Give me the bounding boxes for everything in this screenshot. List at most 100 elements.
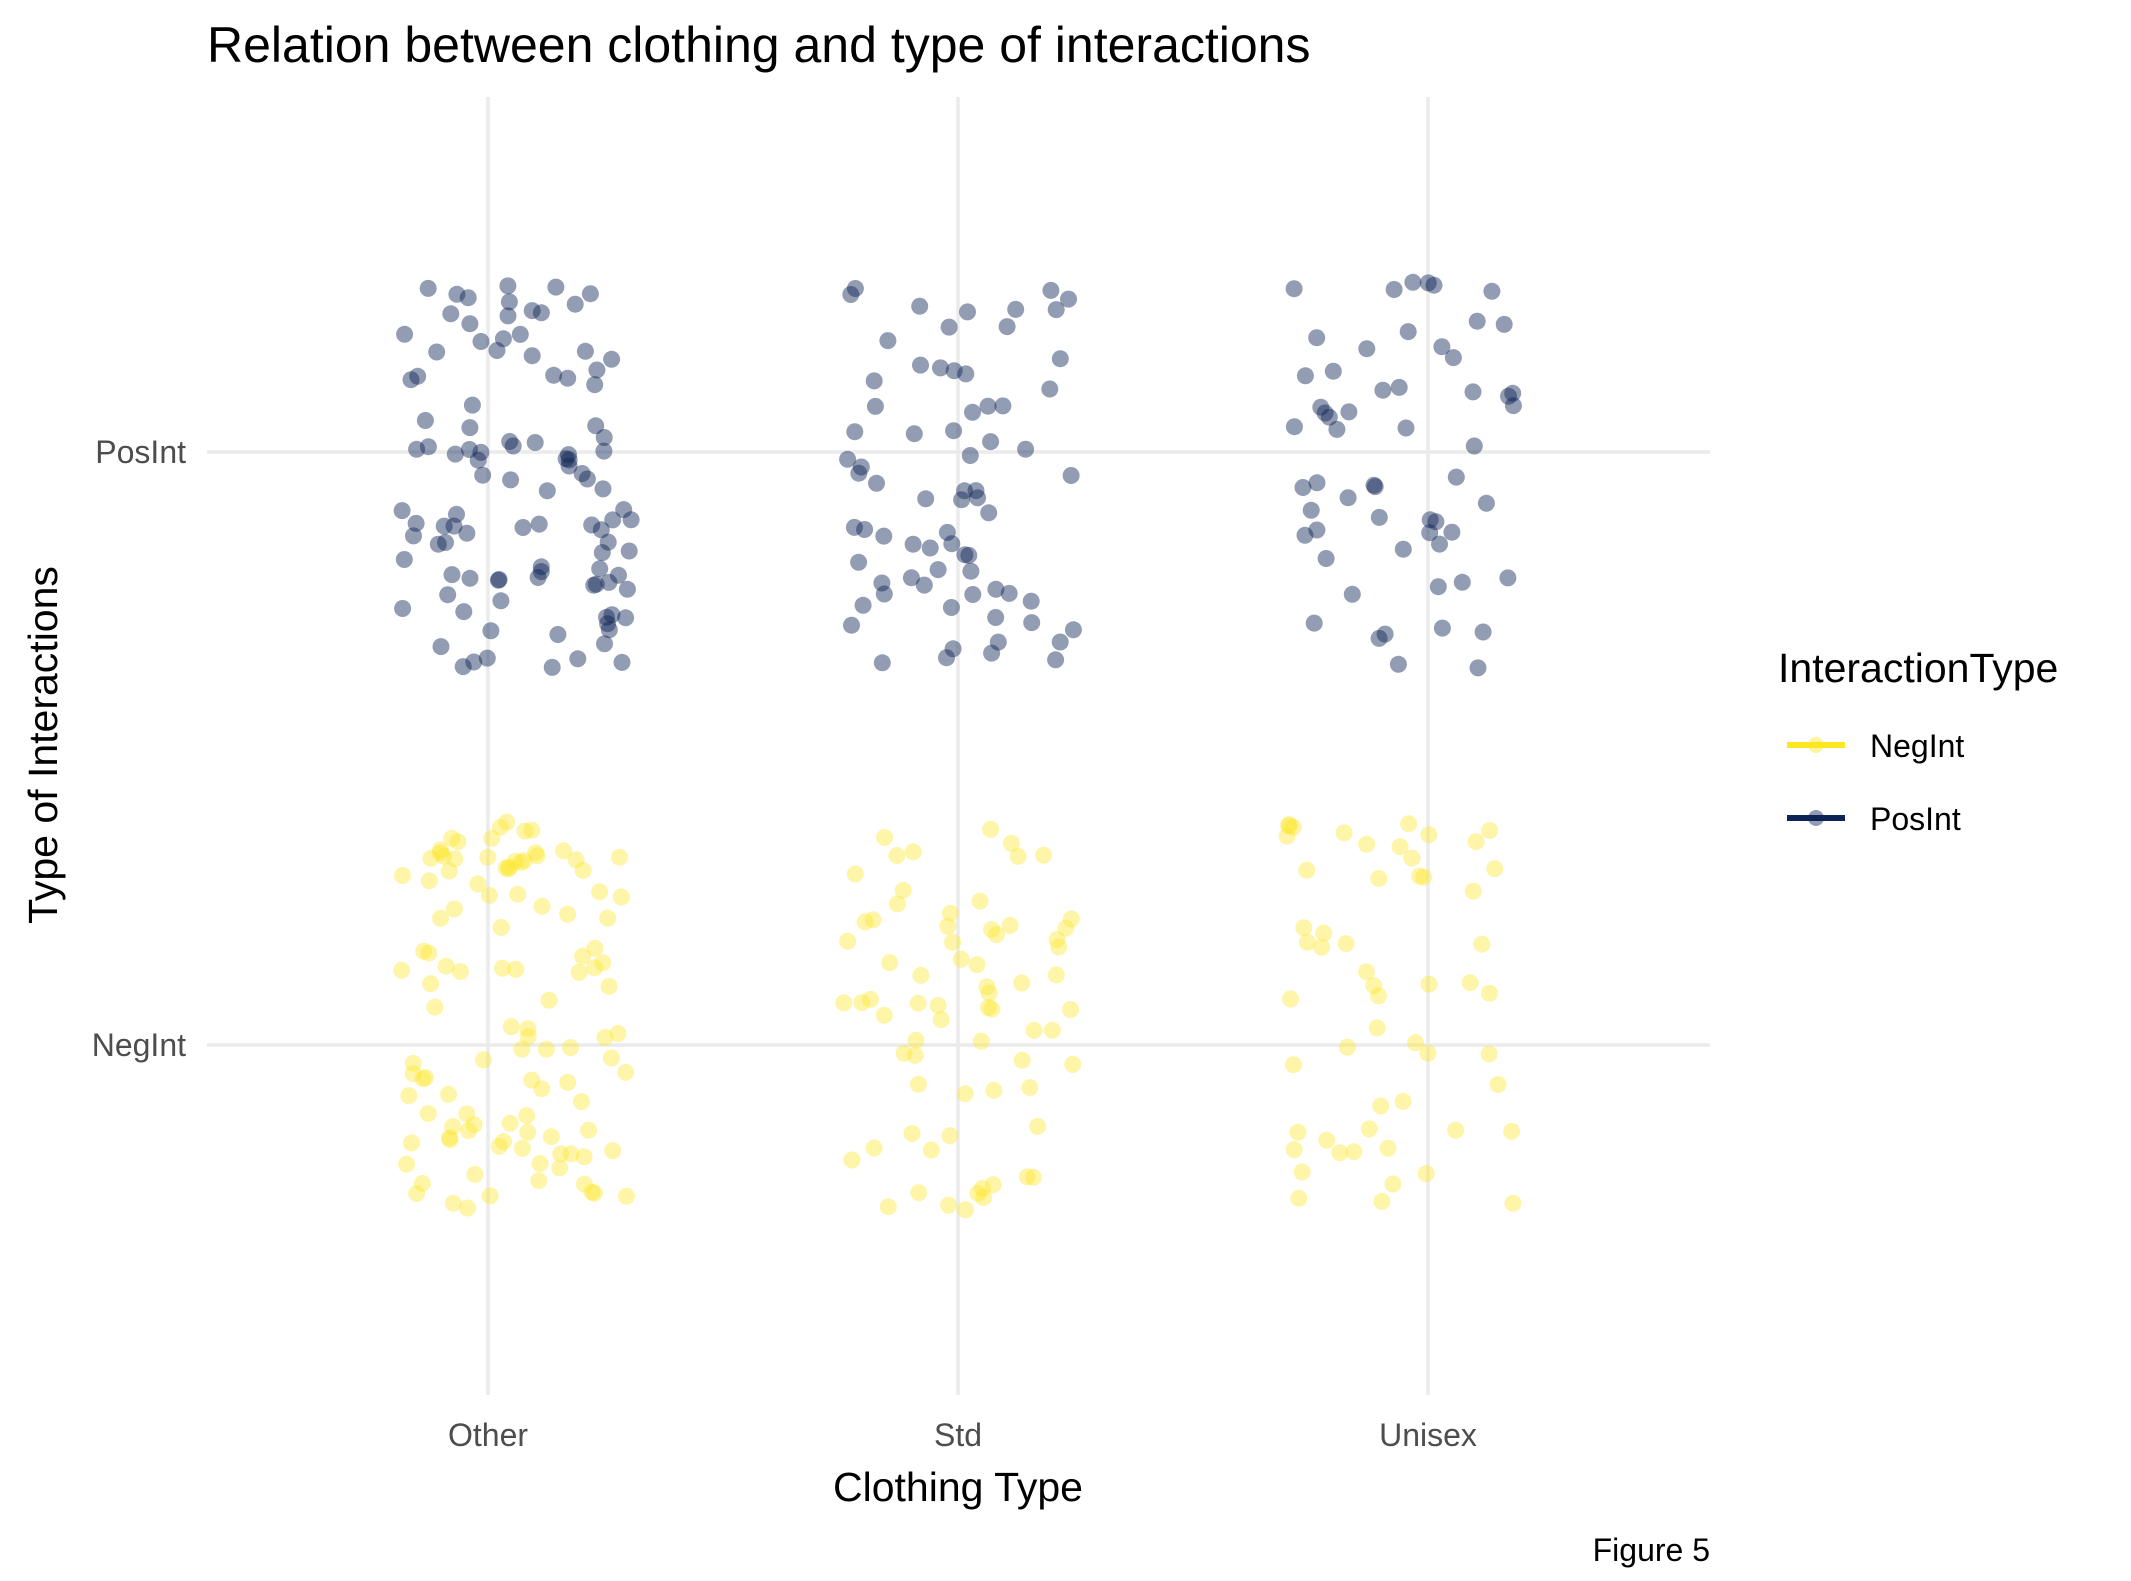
point-negint-other [531, 1155, 549, 1172]
point-negint-other [596, 1029, 614, 1046]
point-posint-other [511, 325, 529, 343]
point-negint-std [929, 997, 947, 1014]
point-negint-unisex [1284, 818, 1302, 836]
legend-item-negint: NegInt [1787, 728, 1964, 764]
point-negint-other [413, 1175, 431, 1192]
point-posint-unisex [1389, 655, 1407, 673]
point-posint-other [613, 653, 631, 671]
point-negint-other [609, 1025, 627, 1042]
point-negint-other [415, 942, 433, 960]
point-negint-other [422, 975, 440, 993]
point-negint-unisex [1419, 1044, 1437, 1062]
point-posint-other [402, 371, 420, 389]
grid [207, 97, 1710, 1395]
point-negint-unisex [1503, 1122, 1521, 1140]
point-negint-other [393, 961, 411, 979]
point-negint-unisex [1370, 987, 1387, 1005]
point-posint-std [875, 585, 893, 603]
point-negint-std [1062, 910, 1080, 928]
point-posint-other [543, 658, 561, 676]
point-negint-std [888, 895, 906, 913]
point-negint-std [1001, 917, 1019, 934]
point-posint-other [532, 558, 550, 576]
point-posint-unisex [1324, 362, 1342, 380]
point-negint-std [971, 892, 989, 910]
point-posint-other [439, 586, 457, 604]
point-posint-std [967, 482, 985, 500]
point-posint-std [875, 527, 893, 545]
point-posint-other [459, 289, 477, 307]
point-posint-other [432, 638, 450, 656]
point-posint-unisex [1312, 398, 1330, 416]
point-posint-other [437, 534, 454, 551]
point-negint-other [509, 885, 527, 903]
point-posint-other [599, 615, 617, 633]
point-negint-std [856, 913, 874, 931]
point-posint-unisex [1465, 437, 1483, 455]
point-posint-other [549, 626, 567, 643]
point-negint-std [910, 1184, 928, 1202]
point-negint-other [618, 1187, 635, 1205]
point-negint-unisex [1357, 963, 1375, 981]
point-negint-other [574, 861, 592, 879]
point-posint-std [987, 609, 1005, 626]
point-posint-unisex [1316, 404, 1334, 422]
point-negint-std [909, 994, 927, 1012]
point-posint-other [545, 366, 563, 384]
point-posint-std [915, 576, 933, 594]
point-posint-std [911, 297, 929, 315]
point-negint-std [978, 978, 996, 996]
point-negint-std [956, 1085, 974, 1103]
point-posint-std [989, 633, 1007, 651]
point-negint-unisex [1370, 870, 1388, 887]
point-negint-unisex [1473, 935, 1491, 953]
point-negint-std [969, 1184, 987, 1202]
point-posint-std [846, 423, 864, 441]
point-negint-unisex [1285, 1141, 1303, 1159]
point-negint-std [1025, 1021, 1043, 1039]
y-tick-label-posint: PosInt [95, 434, 186, 470]
point-negint-other [420, 944, 438, 962]
point-posint-other [490, 571, 508, 588]
point-posint-other [600, 621, 618, 639]
point-negint-std [985, 1081, 1003, 1099]
point-negint-other [432, 841, 450, 859]
point-posint-unisex [1504, 397, 1522, 415]
point-negint-unisex [1360, 1120, 1378, 1138]
point-posint-other [443, 566, 461, 584]
point-posint-unisex [1339, 489, 1357, 507]
point-posint-other [530, 515, 548, 533]
point-negint-other [494, 959, 511, 977]
point-posint-unisex [1477, 494, 1495, 512]
point-negint-other [483, 829, 501, 847]
points-layer [393, 273, 1522, 1219]
point-negint-other [519, 1123, 537, 1141]
point-posint-unisex [1385, 281, 1403, 298]
point-negint-unisex [1420, 975, 1438, 993]
point-posint-std [932, 359, 949, 377]
point-negint-std [879, 1198, 897, 1216]
point-negint-other [491, 818, 509, 836]
point-negint-other [501, 1114, 519, 1132]
point-posint-unisex [1468, 312, 1486, 330]
point-negint-unisex [1280, 817, 1298, 835]
point-posint-other [429, 535, 447, 553]
point-negint-other [445, 900, 463, 918]
point-posint-unisex [1308, 474, 1326, 492]
point-negint-std [957, 1201, 975, 1219]
point-posint-other [461, 569, 479, 587]
point-posint-other [482, 622, 500, 640]
point-negint-other [451, 963, 469, 980]
point-negint-other [551, 1159, 569, 1177]
point-posint-other [501, 433, 519, 450]
point-posint-std [998, 318, 1016, 336]
point-negint-std [1047, 966, 1065, 984]
point-posint-std [1000, 584, 1018, 602]
point-negint-other [542, 1128, 560, 1146]
point-posint-unisex [1504, 384, 1522, 402]
point-posint-std [1041, 380, 1059, 398]
point-posint-std [905, 425, 923, 443]
point-negint-std [952, 950, 970, 968]
legend: InteractionType NegInt PosInt [1778, 645, 2058, 837]
point-negint-other [480, 886, 498, 904]
